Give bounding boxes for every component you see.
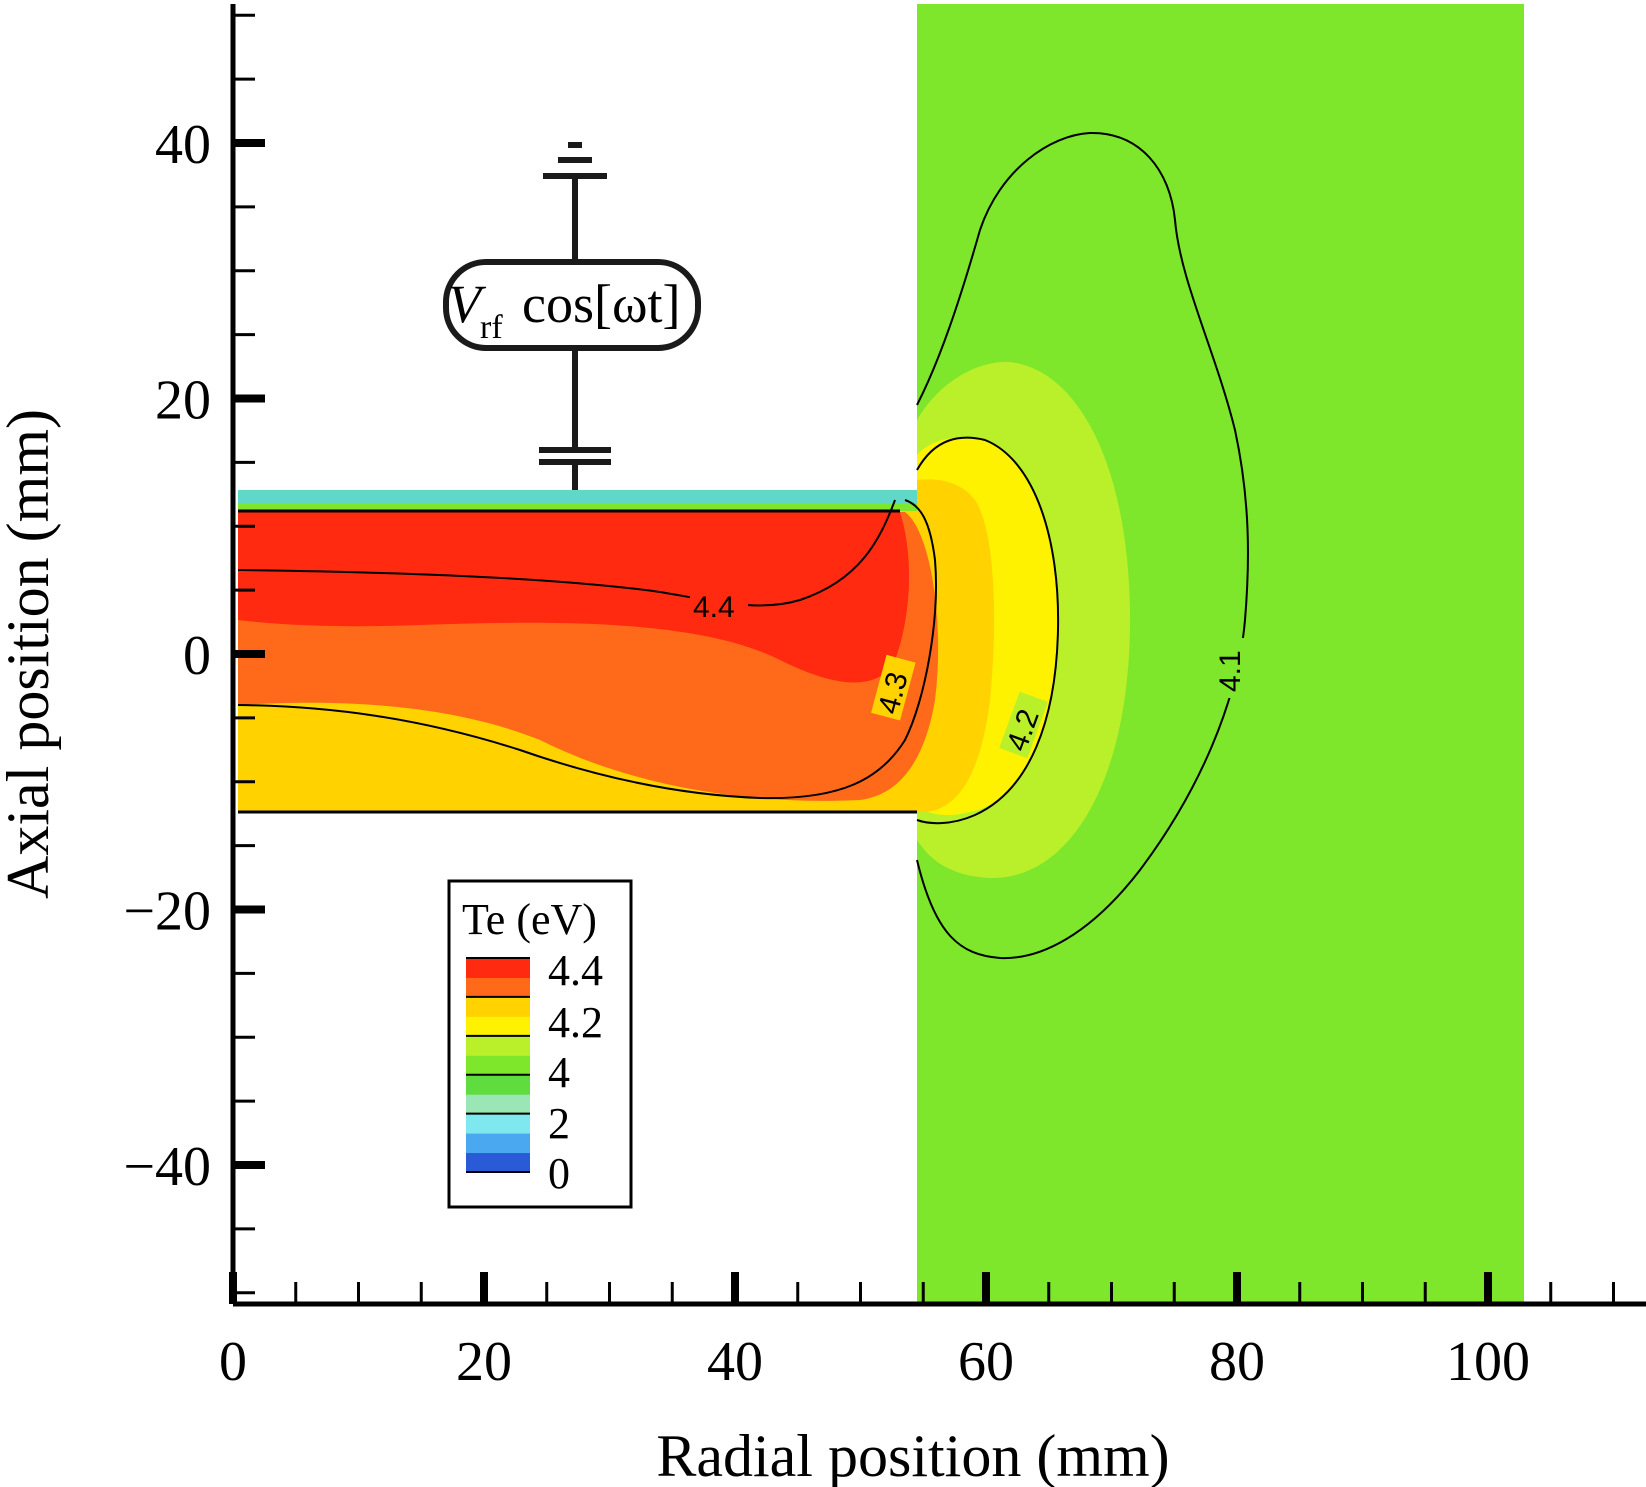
rf-source-sub: rf xyxy=(480,309,503,346)
y-axis-title: Axial position (mm) xyxy=(0,409,61,899)
contour-label-4-4: 4.4 xyxy=(693,591,735,624)
colorbar-label-2: 2 xyxy=(548,1099,570,1148)
colorbar-band xyxy=(466,1113,530,1134)
colorbar-band xyxy=(466,1055,530,1076)
rf-circuit xyxy=(443,142,701,490)
contour-4-1 xyxy=(916,131,1249,960)
x-tick-label: 20 xyxy=(456,1331,512,1393)
x-axis-tick-labels: 0 20 40 60 80 100 xyxy=(219,1331,1530,1393)
tube-wall-top xyxy=(238,490,917,503)
colorbar-label-4-2: 4.2 xyxy=(548,998,603,1047)
contour-label-bg-4-4 xyxy=(690,590,748,620)
x-axis-ticks xyxy=(229,1272,1615,1304)
colorbar-band xyxy=(466,996,530,1017)
y-tick-label: −20 xyxy=(123,881,211,943)
x-axis-title: Radial position (mm) xyxy=(656,1423,1169,1487)
y-tick-label: −40 xyxy=(123,1136,211,1198)
band-4-25 xyxy=(917,479,995,812)
tube-wall-top-inner xyxy=(238,503,917,511)
band-4-4 xyxy=(238,512,910,683)
rf-source-v: V xyxy=(448,274,487,334)
colorbar-band xyxy=(466,1074,530,1095)
contour-lines xyxy=(237,131,1249,960)
y-tick-label: 0 xyxy=(183,625,211,687)
colorbar-band xyxy=(466,1016,530,1037)
colorbar-band xyxy=(466,958,530,978)
y-tick-label: 40 xyxy=(155,114,211,176)
rf-source-cos: cos[ωt] xyxy=(522,274,681,334)
colorbar-band xyxy=(466,1094,530,1115)
rf-source-label: V rf cos[ωt] xyxy=(448,274,681,346)
x-tick-label: 100 xyxy=(1446,1331,1530,1393)
colorbar-legend: Te (eV) 4.4 4.2 4 2 0 xyxy=(447,879,633,1209)
colorbar-band xyxy=(466,1035,530,1056)
x-tick-label: 0 xyxy=(219,1331,247,1393)
colorbar-band xyxy=(466,1133,530,1154)
colorbar-label-4-4: 4.4 xyxy=(548,946,603,995)
x-tick-label: 40 xyxy=(707,1331,763,1393)
x-tick-label: 80 xyxy=(1209,1331,1265,1393)
contour-label-bg-4-1 xyxy=(1214,638,1244,698)
colorbar-label-0: 0 xyxy=(548,1149,570,1198)
contour-label-4-1: 4.1 xyxy=(1214,650,1247,692)
contour-4-2 xyxy=(916,436,1060,825)
colorbar-band xyxy=(466,1152,530,1173)
y-axis-tick-labels: −40 −20 0 20 40 xyxy=(123,114,211,1198)
y-axis-ticks xyxy=(233,13,265,1295)
contour-4-3 xyxy=(237,499,937,800)
contour-4-4 xyxy=(237,499,896,607)
colorbar-band xyxy=(466,977,530,998)
y-tick-label: 20 xyxy=(155,370,211,432)
colorbar-bands xyxy=(466,957,530,1173)
x-tick-label: 60 xyxy=(958,1331,1014,1393)
colorbar-label-4: 4 xyxy=(548,1048,570,1097)
colorbar-title: Te (eV) xyxy=(462,895,597,944)
field-layers xyxy=(238,4,1524,1304)
contour-label-bg-4-2 xyxy=(999,691,1048,759)
